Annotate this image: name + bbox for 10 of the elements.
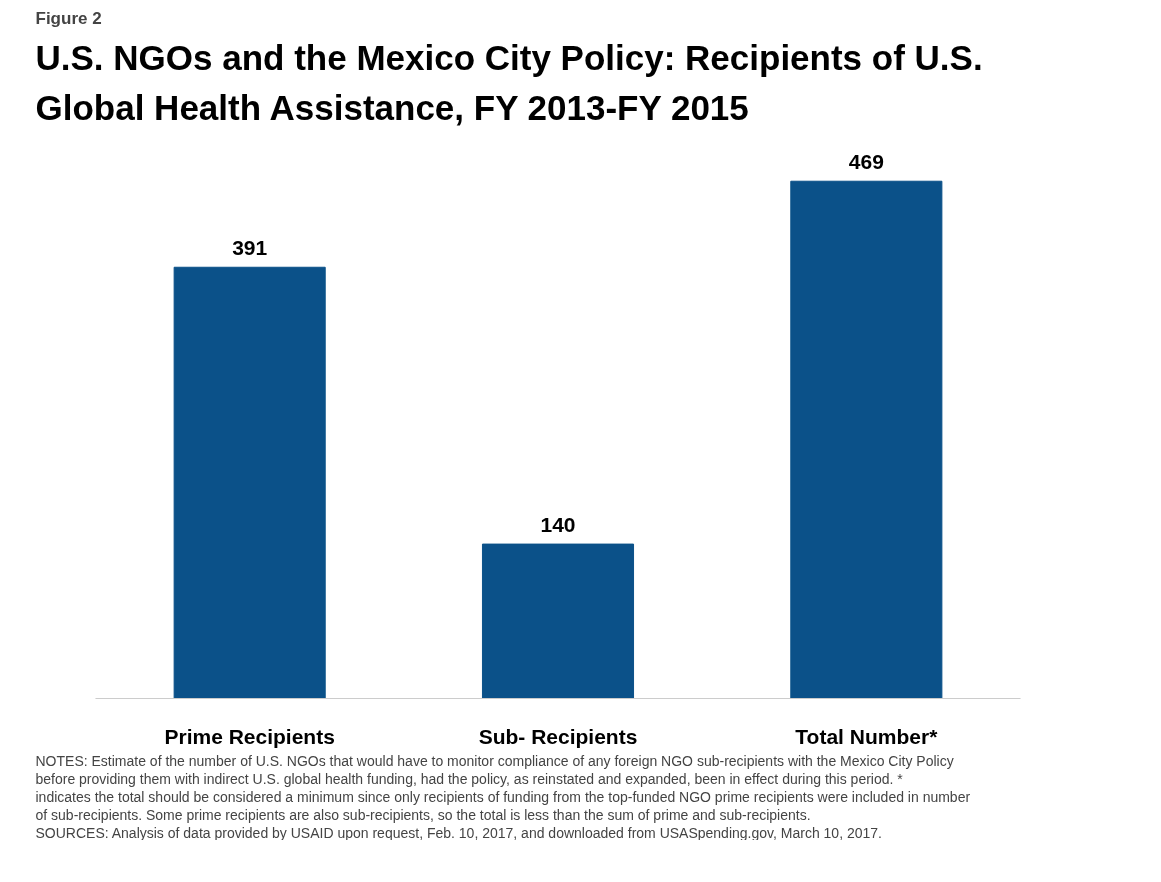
data-label: 391 — [232, 236, 268, 260]
source-note: SOURCES: Analysis of data provided by USAID upon request, Feb. 10, 2017, and downloaded from USASpending.gov, March 10, 2017. — [35, 824, 882, 841]
x-tick-label: Total Number* — [795, 724, 939, 748]
chart-title: U.S. NGOs and the Mexico City Policy: Recipients of U.S. Global Health Assistance, FY 2013-FY 2015 — [35, 37, 983, 128]
data-label: 469 — [848, 150, 884, 174]
x-tick-label: Prime Recipients — [164, 724, 335, 748]
chart-subtitle: Figure 2 — [35, 8, 102, 28]
x-tick-label: Sub- Recipients — [478, 724, 638, 748]
data-label: 140 — [540, 513, 576, 537]
text: NOTES: Estimate of the number of U.S. NGOs that would have to monitor compliance of any foreign NGO sub-recipients with the Mexico City Policy before providing them with indirect U.S. global health funding, had the policy, as reinstated and expanded, been in effect during this period. * indicates the total should be considered a minimum since only recipients of funding from the top-funded NGO prime recipients were included in number of sub-recipients. Some prime recipients are also sub-recipients, so the total is less than the sum of prime and sub-recipients. — [35, 752, 971, 823]
